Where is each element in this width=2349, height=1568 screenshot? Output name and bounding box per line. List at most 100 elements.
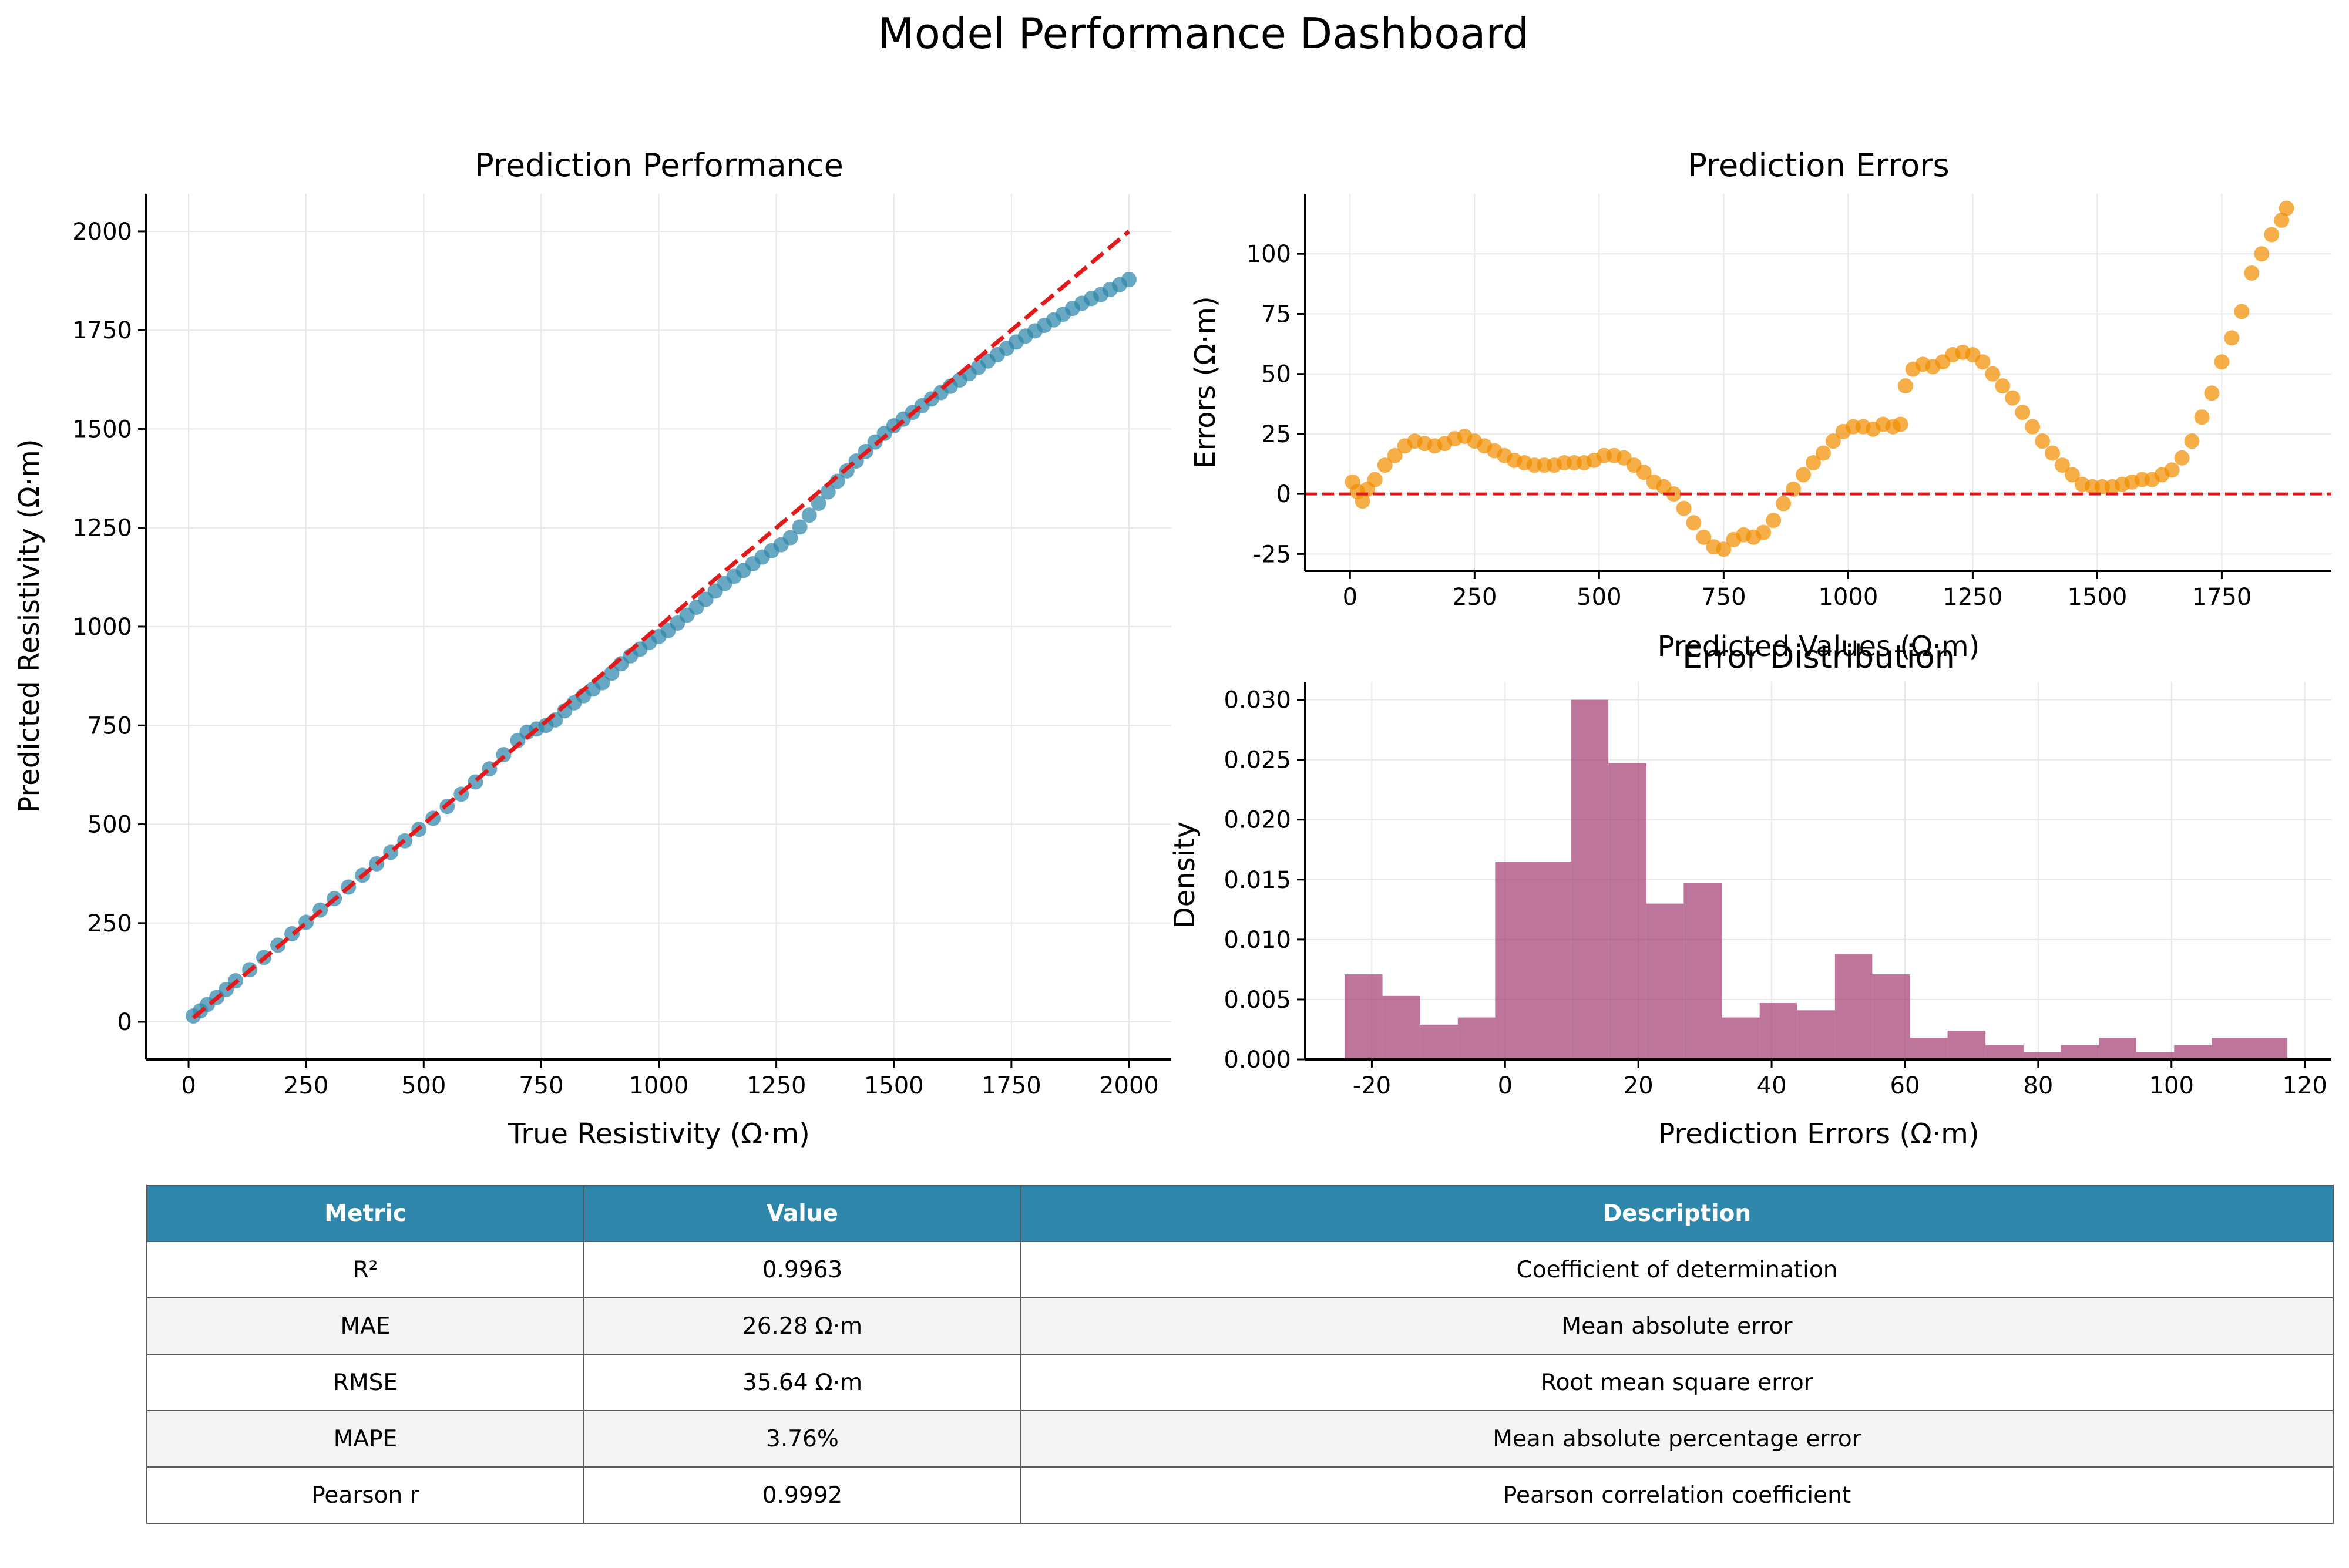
error-point bbox=[2279, 200, 2294, 216]
error-point bbox=[1897, 378, 1913, 394]
prediction-errors-title: Prediction Errors bbox=[1688, 147, 1949, 184]
x-tick-label: 100 bbox=[2149, 1072, 2194, 1099]
x-tick-label: 1000 bbox=[1818, 584, 1878, 611]
x-tick-label: 1250 bbox=[747, 1072, 806, 1099]
x-tick-label: 1500 bbox=[2068, 584, 2128, 611]
error-point bbox=[2065, 467, 2081, 483]
table-row: Pearson r 0.9992 Pearson correlation coe… bbox=[146, 1466, 2334, 1524]
histogram-bar bbox=[2212, 1038, 2250, 1059]
error-point bbox=[1995, 378, 2011, 394]
prediction-point bbox=[1121, 272, 1137, 288]
prediction-errors-panel: Prediction Errors Predicted Values (Ω·m)… bbox=[1189, 147, 2331, 663]
histogram-bar bbox=[1420, 1024, 1458, 1059]
table-row: RMSE 35.64 Ω·m Root mean square error bbox=[146, 1354, 2334, 1411]
error-point bbox=[1756, 524, 1772, 540]
prediction-point bbox=[820, 484, 836, 500]
description-column-header: Description bbox=[1020, 1185, 2334, 1242]
histogram-bar bbox=[1683, 883, 1722, 1059]
y-tick-label: 0.020 bbox=[1224, 807, 1291, 834]
description-cell: Root mean square error bbox=[1020, 1354, 2334, 1411]
histogram-bar bbox=[2249, 1038, 2288, 1059]
prediction-point bbox=[604, 665, 620, 681]
histogram-bar bbox=[1344, 974, 1383, 1059]
error-point bbox=[1815, 445, 1831, 461]
prediction-point bbox=[801, 507, 817, 523]
y-tick-label: 50 bbox=[1261, 361, 1291, 388]
error-point bbox=[1367, 472, 1383, 487]
x-tick-label: 2000 bbox=[1099, 1072, 1159, 1099]
error-point bbox=[2274, 212, 2290, 228]
description-cell: Mean absolute error bbox=[1020, 1297, 2334, 1355]
x-tick-label: 0 bbox=[1343, 584, 1357, 611]
y-tick-label: 2000 bbox=[72, 218, 132, 245]
prediction-errors-ylabel: Errors (Ω·m) bbox=[1189, 296, 1222, 468]
y-tick-label: 500 bbox=[88, 812, 132, 839]
x-tick-label: 1500 bbox=[864, 1072, 924, 1099]
x-tick-label: 1250 bbox=[1943, 584, 2002, 611]
error-point bbox=[2045, 445, 2061, 461]
histogram-bar bbox=[1495, 862, 1533, 1059]
y-tick-label: 25 bbox=[1261, 421, 1291, 448]
error-point bbox=[2055, 457, 2071, 473]
error-point bbox=[1806, 455, 1822, 470]
x-tick-label: 250 bbox=[284, 1072, 328, 1099]
error-point bbox=[1985, 366, 2001, 382]
x-tick-label: 80 bbox=[2023, 1072, 2053, 1099]
error-point bbox=[2244, 265, 2260, 281]
error-point bbox=[1686, 515, 1702, 531]
error-point bbox=[1676, 500, 1692, 516]
y-tick-label: 1500 bbox=[72, 416, 132, 443]
histogram-bar bbox=[1722, 1017, 1760, 1059]
y-tick-label: 0 bbox=[1276, 481, 1291, 508]
x-tick-label: 750 bbox=[1701, 584, 1746, 611]
description-cell: Mean absolute percentage error bbox=[1020, 1410, 2334, 1468]
error-point bbox=[2224, 330, 2240, 346]
x-tick-label: 0 bbox=[1498, 1072, 1513, 1099]
error-point bbox=[2204, 385, 2220, 401]
x-tick-label: 40 bbox=[1757, 1072, 1787, 1099]
x-tick-label: 120 bbox=[2282, 1072, 2327, 1099]
error-point bbox=[2254, 246, 2270, 262]
y-tick-label: 0.005 bbox=[1224, 987, 1291, 1014]
error-point bbox=[1716, 541, 1732, 557]
histogram-bar bbox=[1947, 1031, 1986, 1059]
x-tick-label: 1750 bbox=[982, 1072, 1041, 1099]
error-point bbox=[2184, 433, 2200, 449]
histogram-bar bbox=[1834, 954, 1873, 1059]
error-point bbox=[1776, 496, 1792, 512]
prediction-errors-xlabel: Predicted Values (Ω·m) bbox=[1658, 630, 1980, 663]
error-point bbox=[2015, 405, 2031, 420]
y-tick-label: 1750 bbox=[72, 317, 132, 344]
x-tick-label: -20 bbox=[1353, 1072, 1391, 1099]
histogram-bar bbox=[2099, 1038, 2136, 1059]
error-point bbox=[2174, 450, 2190, 466]
value-cell: 0.9963 bbox=[583, 1241, 1021, 1298]
prediction-point bbox=[811, 496, 826, 512]
histogram-bar bbox=[1571, 699, 1609, 1059]
error-distribution-title: Error Distribution bbox=[1682, 638, 1955, 675]
histogram-bar bbox=[2136, 1052, 2175, 1059]
y-tick-label: 1000 bbox=[72, 614, 132, 641]
table-row: R² 0.9963 Coefficient of determination bbox=[146, 1241, 2334, 1298]
y-tick-label: 0.010 bbox=[1224, 927, 1291, 954]
histogram-bar bbox=[1457, 1017, 1496, 1059]
error-point bbox=[1975, 354, 1991, 370]
value-cell: 35.64 Ω·m bbox=[583, 1354, 1021, 1411]
error-distribution-ylabel: Density bbox=[1168, 822, 1201, 928]
y-tick-label: 0.025 bbox=[1224, 747, 1291, 774]
y-tick-label: 250 bbox=[88, 910, 132, 937]
value-column-header: Value bbox=[583, 1185, 1021, 1242]
table-row: MAPE 3.76% Mean absolute percentage erro… bbox=[146, 1410, 2334, 1468]
y-tick-label: 1250 bbox=[72, 515, 132, 542]
error-point bbox=[1893, 416, 1908, 432]
error-point bbox=[1355, 493, 1370, 509]
x-tick-label: 1750 bbox=[2192, 584, 2252, 611]
error-point bbox=[2025, 419, 2041, 435]
value-cell: 26.28 Ω·m bbox=[583, 1297, 1021, 1355]
metric-cell: Pearson r bbox=[146, 1466, 584, 1524]
metrics-table-header-row: Metric Value Description bbox=[146, 1185, 2334, 1242]
error-point bbox=[2164, 462, 2180, 478]
error-point bbox=[1387, 447, 1403, 463]
error-point bbox=[1377, 457, 1393, 473]
x-tick-label: 500 bbox=[1577, 584, 1621, 611]
